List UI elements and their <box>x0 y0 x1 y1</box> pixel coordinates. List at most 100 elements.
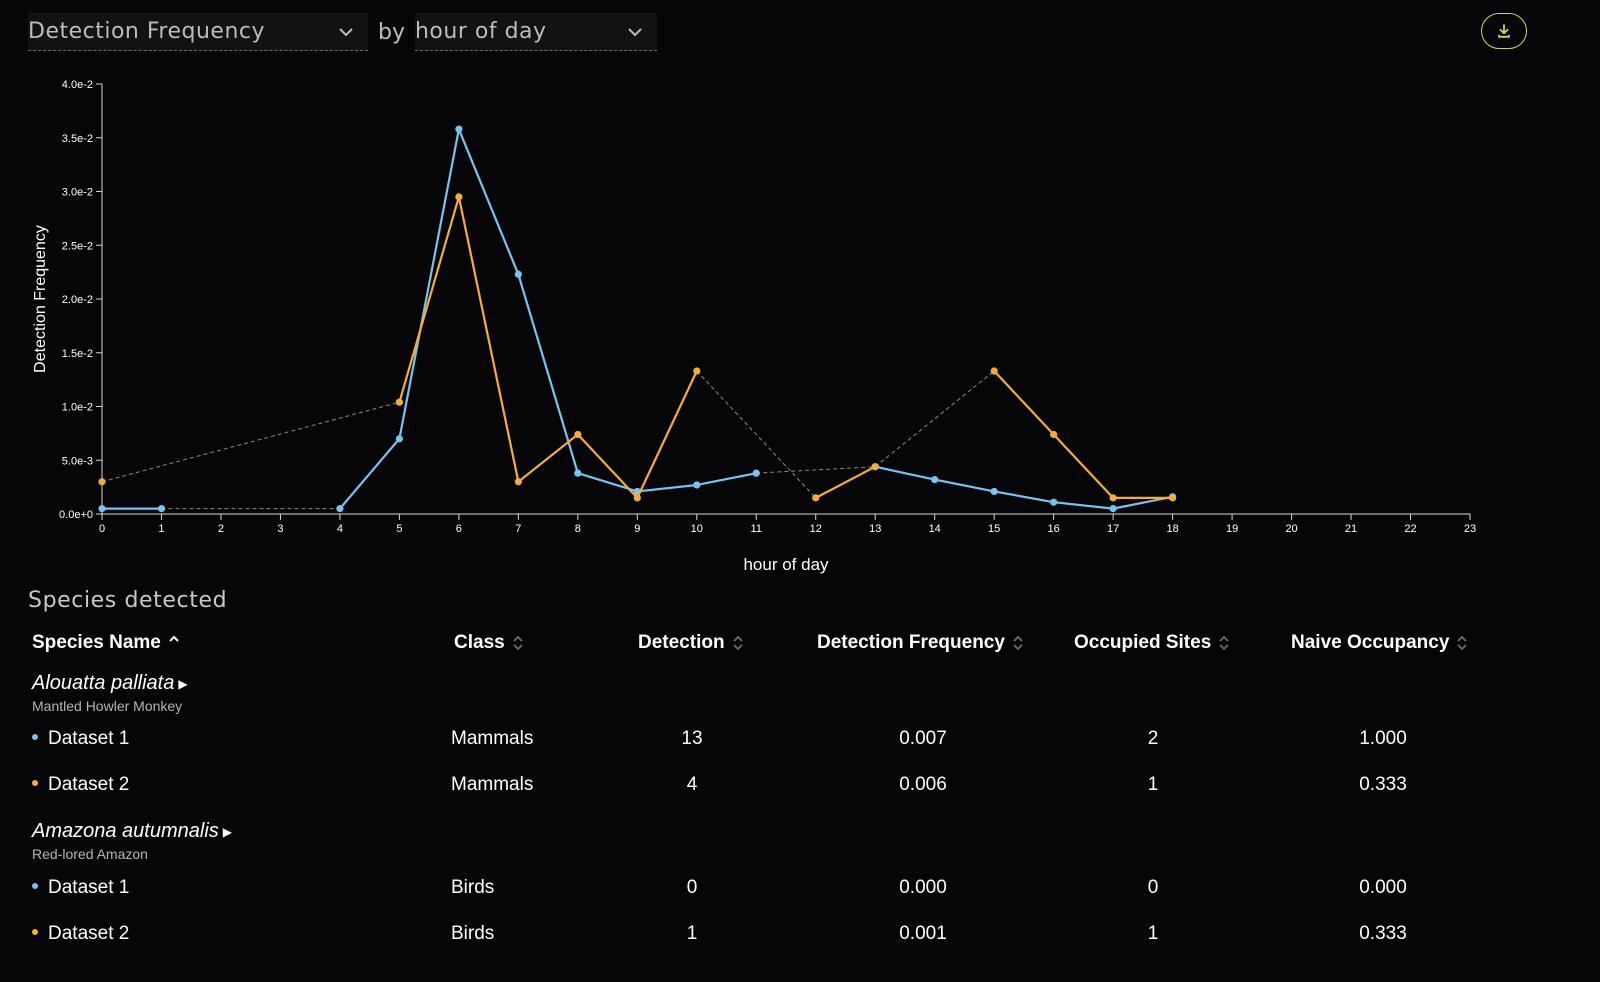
caret-right-icon: ▶ <box>178 676 188 691</box>
sites-cell: 1 <box>1147 774 1159 795</box>
detection-frequency-chart: 0.0e+0 5.0e-3 1.0e-2 1.5e-2 2.0e-2 2.5e-2 3.0e… <box>32 79 1476 574</box>
y-axis-label: Detection Frequency <box>32 225 49 373</box>
data-point <box>1109 494 1117 502</box>
groupby-select[interactable]: hour of day <box>414 13 657 51</box>
download-button[interactable] <box>1481 13 1527 49</box>
class-cell: Mammals <box>451 728 534 749</box>
detection-cell: 0 <box>686 877 698 898</box>
header-occupied-sites[interactable]: Occupied Sites <box>1074 632 1230 654</box>
data-point <box>98 505 106 513</box>
detection-cell: 13 <box>681 728 703 749</box>
data-point <box>336 505 344 513</box>
frequency-cell: 0.006 <box>899 774 947 795</box>
sites-cell: 2 <box>1147 728 1159 749</box>
species-common-name: Mantled Howler Monkey <box>32 698 183 714</box>
data-point <box>1050 498 1058 506</box>
sites-cell: 1 <box>1147 923 1159 944</box>
y-tick-label: 3.5e-2 <box>62 133 93 145</box>
series-2 <box>98 193 1177 502</box>
series-line-segment <box>339 128 757 510</box>
species-name-link[interactable]: Amazona autumnalis ▶ <box>32 820 232 843</box>
metric-select-label: Detection Frequency <box>28 19 266 44</box>
header-naive-occupancy[interactable]: Naive Occupancy <box>1291 632 1468 654</box>
data-point <box>1109 505 1117 513</box>
chart-series <box>98 125 1177 513</box>
by-label: by <box>378 19 405 45</box>
x-tick-label: 2 <box>218 523 224 535</box>
dataset-label: Dataset 2 <box>32 923 129 945</box>
class-cell: Birds <box>451 877 495 898</box>
header-class[interactable]: Class <box>454 632 524 654</box>
x-tick-label: 1 <box>158 523 164 535</box>
x-tick-label: 13 <box>869 523 881 535</box>
x-tick-label: 6 <box>456 523 462 535</box>
y-tick-label: 3.0e-2 <box>62 187 93 199</box>
x-tick-label: 15 <box>988 523 1000 535</box>
y-tick-label: 2.0e-2 <box>62 294 93 306</box>
occupancy-cell: 0.000 <box>1359 877 1407 898</box>
series-1 <box>98 125 1177 513</box>
x-tick-label: 20 <box>1285 523 1297 535</box>
data-point <box>693 481 701 489</box>
header-species-name-label: Species Name <box>32 632 161 653</box>
header-detection[interactable]: Detection <box>638 632 744 654</box>
x-tick-label: 19 <box>1226 523 1238 535</box>
data-point <box>574 469 582 477</box>
series-line-segment <box>398 195 698 499</box>
data-point <box>752 469 760 477</box>
detection-cell: 1 <box>686 923 698 944</box>
gap-connectors <box>101 370 995 510</box>
dataset-name: Dataset 2 <box>48 774 130 795</box>
x-tick-label: 4 <box>337 523 343 535</box>
series-line-segment <box>874 465 1173 510</box>
data-point <box>455 193 463 201</box>
detection-cell: 4 <box>686 774 698 795</box>
data-point <box>931 476 939 484</box>
header-species-name[interactable]: Species Name <box>32 632 180 654</box>
sort-ascending-icon <box>169 635 179 642</box>
groupby-select-label: hour of day <box>414 19 547 44</box>
y-tick-label: 1.5e-2 <box>62 348 93 360</box>
y-tick-label: 0.0e+0 <box>59 509 93 521</box>
dataset-label: Dataset 1 <box>32 877 129 899</box>
x-tick-label: 11 <box>751 523 762 535</box>
sort-icon <box>513 635 523 651</box>
gap-connector-line <box>874 370 995 468</box>
header-class-label: Class <box>454 632 505 653</box>
gap-connector-line <box>101 401 400 483</box>
metric-select[interactable]: Detection Frequency <box>28 13 368 51</box>
header-detection-frequency[interactable]: Detection Frequency <box>817 632 1024 654</box>
sort-icon <box>1457 635 1468 651</box>
data-point <box>1169 494 1177 502</box>
class-cell: Mammals <box>451 774 534 795</box>
data-point <box>693 367 701 375</box>
x-tick-label: 0 <box>99 523 105 535</box>
data-point <box>990 367 998 375</box>
dataset1-dot-icon <box>32 733 38 740</box>
occupancy-cell: 1.000 <box>1359 728 1407 749</box>
data-point <box>98 478 106 486</box>
series-line-segment <box>993 370 1173 499</box>
chart-toolbar: Detection Frequency by hour of day <box>28 12 657 52</box>
header-occupied-sites-label: Occupied Sites <box>1074 632 1212 653</box>
frequency-cell: 0.000 <box>899 877 947 898</box>
sort-icon <box>1219 635 1229 651</box>
x-tick-label: 10 <box>691 523 703 535</box>
x-tick-label: 5 <box>396 523 402 535</box>
x-tick-label: 8 <box>575 523 581 535</box>
gap-connector-line <box>696 370 817 499</box>
data-point <box>395 398 403 406</box>
species-common-name: Red-lored Amazon <box>32 846 148 862</box>
download-icon <box>1498 24 1510 38</box>
data-point <box>1050 430 1058 439</box>
species-name-link[interactable]: Alouatta palliata ▶ <box>32 672 188 695</box>
caret-right-icon: ▶ <box>222 824 233 839</box>
data-point <box>455 125 463 133</box>
species-scientific-name: Alouatta palliata <box>32 672 175 694</box>
data-point <box>812 494 820 502</box>
frequency-cell: 0.001 <box>899 923 947 944</box>
y-tick-label: 5.0e-3 <box>62 455 93 467</box>
chart-axes: 0.0e+0 5.0e-3 1.0e-2 1.5e-2 2.0e-2 2.5e-2 3.0e… <box>59 79 1476 535</box>
dataset2-dot-icon <box>32 779 38 786</box>
occupancy-cell: 0.333 <box>1359 923 1407 944</box>
